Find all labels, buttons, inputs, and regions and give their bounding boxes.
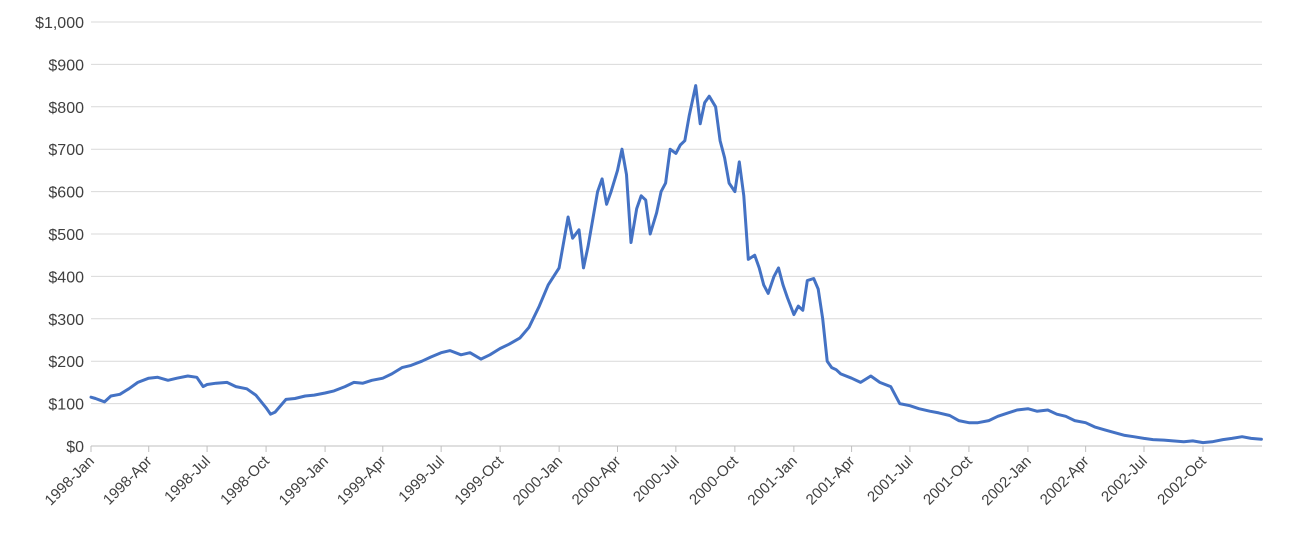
y-tick-label: $800 <box>48 100 84 117</box>
y-tick-label: $300 <box>48 312 84 329</box>
x-tick-label: 1998-Jul <box>161 453 214 506</box>
x-tick-label: 2002-Oct <box>1154 452 1210 508</box>
series-line <box>89 84 1263 445</box>
x-tick-label: 2000-Oct <box>686 452 742 508</box>
y-tick-label: $200 <box>48 354 84 371</box>
y-tick-label: $500 <box>48 227 84 244</box>
x-tick-label: 2000-Apr <box>569 453 625 509</box>
y-tick-label: $900 <box>48 57 84 74</box>
x-tick-label: 1998-Jan <box>42 453 98 509</box>
x-tick-label: 2001-Jan <box>744 453 800 509</box>
y-tick-label: $1,000 <box>35 15 84 32</box>
gridlines <box>91 21 1262 405</box>
x-tick-label: 1998-Apr <box>100 453 156 509</box>
x-axis-tick-labels: 1998-Jan 1998-Apr 1998-Jul 1998-Oct 1999-Jan… <box>42 446 1210 509</box>
x-tick-label: 2002-Jul <box>1098 453 1151 506</box>
x-tick-label: 2001-Apr <box>803 453 859 509</box>
x-tick-label: 2001-Oct <box>920 452 976 508</box>
x-tick-label: 2000-Jul <box>630 453 683 506</box>
y-tick-label: $700 <box>48 142 84 159</box>
y-tick-label: $100 <box>48 397 84 414</box>
x-tick-label: 1999-Apr <box>334 453 390 509</box>
y-axis-tick-labels: $0 $100 $200 $300 $400 $500 $600 $700 $800 $900 $1… <box>35 15 84 456</box>
x-tick-label: 1999-Jan <box>276 453 332 509</box>
x-tick-label: 2001-Jul <box>864 453 917 506</box>
y-tick-label: $0 <box>66 439 84 456</box>
x-tick-label: 1999-Jul <box>395 453 448 506</box>
x-tick-label: 2002-Apr <box>1037 453 1093 509</box>
x-tick-label: 1998-Oct <box>217 452 273 508</box>
x-tick-label: 2002-Jan <box>978 453 1034 509</box>
y-tick-label: $600 <box>48 185 84 202</box>
x-tick-label: 1999-Oct <box>451 452 507 508</box>
y-tick-label: $400 <box>48 269 84 286</box>
x-tick-label: 2000-Jan <box>510 453 566 509</box>
